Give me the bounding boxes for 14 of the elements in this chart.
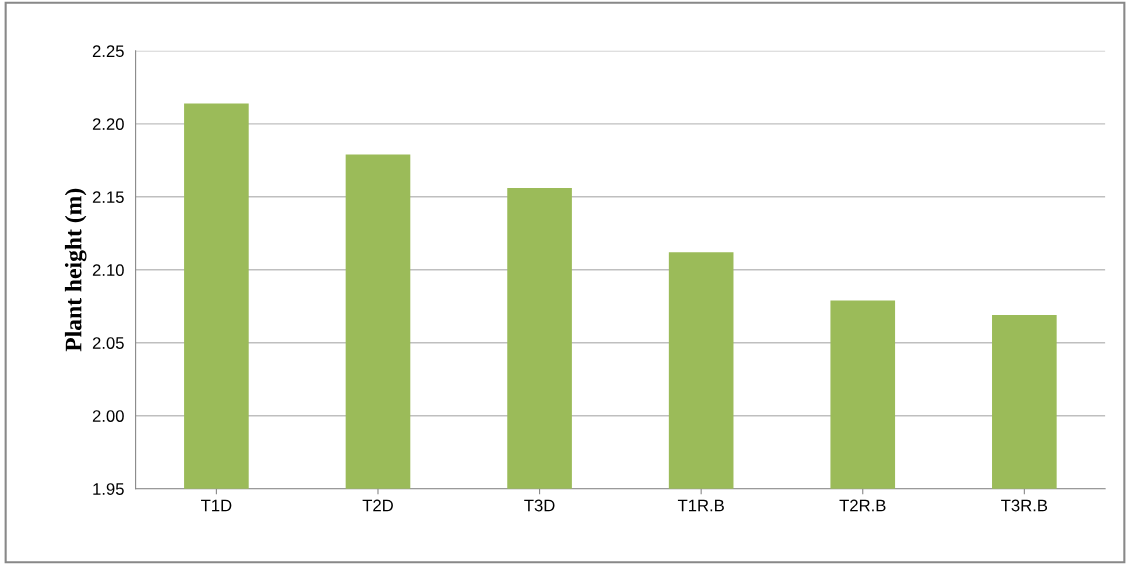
- x-tick-label: T3R.B: [1001, 499, 1048, 512]
- y-tick-label: 2.10: [92, 264, 124, 276]
- y-tick-label: 2.00: [92, 410, 124, 422]
- y-tick-label: 2.25: [92, 45, 124, 58]
- x-tick-label: T3D: [524, 499, 555, 512]
- y-axis-title: Plant height (m): [64, 188, 87, 352]
- x-tick-label: T1R.B: [677, 499, 724, 512]
- y-tick-label: 1.95: [93, 483, 124, 495]
- x-tick-label: T2R.B: [839, 499, 886, 512]
- y-tick-label: 2.05: [92, 337, 124, 349]
- x-tick-label: T2D: [362, 499, 393, 512]
- y-tick-label: 2.15: [92, 191, 124, 204]
- x-tick-label: T1D: [201, 499, 232, 512]
- y-tick-label: 2.20: [92, 118, 124, 131]
